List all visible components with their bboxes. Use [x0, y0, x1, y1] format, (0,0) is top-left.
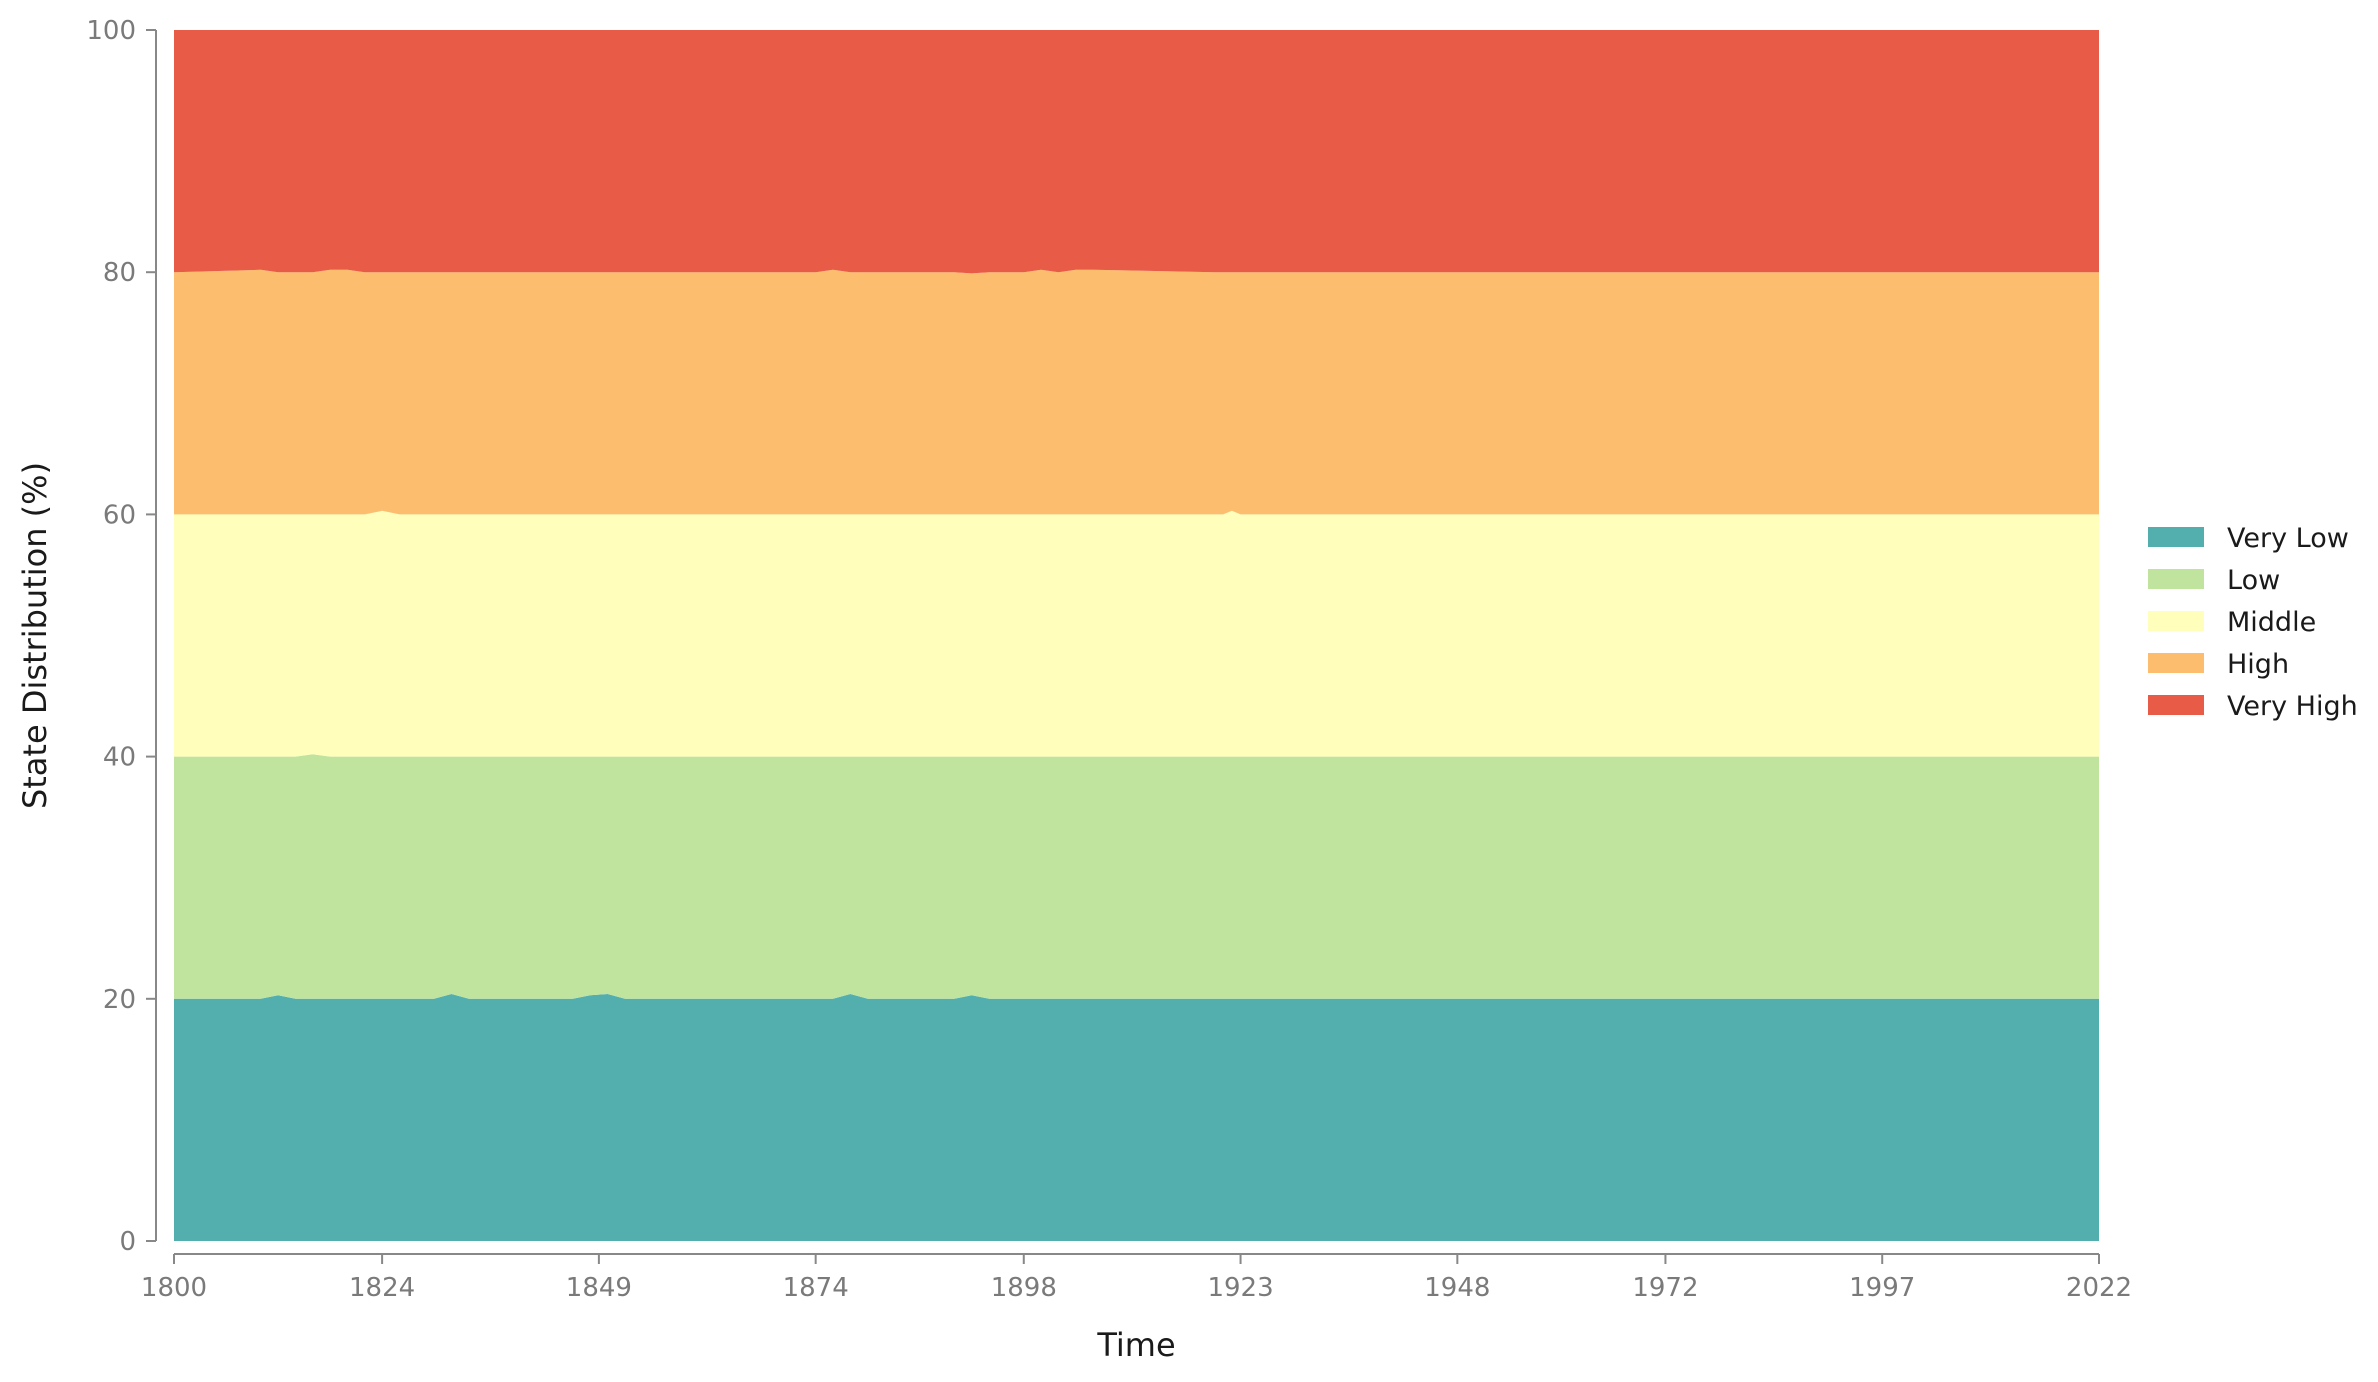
legend-swatch	[2148, 695, 2204, 715]
x-tick-label: 1948	[1424, 1273, 1490, 1303]
y-tick-label: 20	[103, 985, 136, 1015]
x-tick-label: 1898	[991, 1273, 1057, 1303]
x-tick-label: 1972	[1632, 1273, 1698, 1303]
legend-label: High	[2227, 649, 2289, 680]
x-ticks: 1800 1824 1849 1874 1898 1923 1948 1972 1997 2022	[141, 1254, 2132, 1303]
area-high	[174, 269, 2099, 515]
x-tick-label: 1997	[1849, 1273, 1915, 1303]
legend-label: Very Low	[2227, 523, 2349, 554]
area-very-high	[174, 30, 2099, 274]
x-tick-label: 1923	[1207, 1273, 1273, 1303]
x-axis-title: Time	[1096, 1326, 1175, 1364]
axes: 0 20 40 60 80 100 1800 1824 1849 1874 1898 1923 194…	[86, 16, 2132, 1303]
area-middle	[174, 510, 2099, 757]
x-tick-label: 1849	[566, 1273, 632, 1303]
area-low	[174, 754, 2099, 999]
legend-swatch	[2148, 527, 2204, 547]
y-tick-label: 60	[103, 500, 136, 530]
x-tick-label: 1874	[783, 1273, 849, 1303]
legend-swatch	[2148, 653, 2204, 673]
y-ticks: 0 20 40 60 80 100	[86, 16, 156, 1257]
legend-label: Low	[2227, 565, 2280, 596]
y-tick-label: 80	[103, 258, 136, 288]
y-axis-title: State Distribution (%)	[16, 462, 54, 809]
area-layers	[174, 30, 2099, 1241]
legend-label: Very High	[2227, 691, 2358, 722]
legend-label: Middle	[2227, 607, 2316, 638]
y-tick-label: 40	[103, 743, 136, 773]
x-tick-label: 1800	[141, 1273, 207, 1303]
legend-swatch	[2148, 611, 2204, 631]
y-tick-label: 100	[86, 16, 136, 46]
area-very-low	[174, 994, 2099, 1241]
y-tick-label: 0	[119, 1227, 136, 1257]
x-tick-label: 1824	[349, 1273, 415, 1303]
legend-swatch	[2148, 569, 2204, 589]
legend: Very Low Low Middle High Very High	[2148, 523, 2358, 722]
x-tick-label: 2022	[2066, 1273, 2132, 1303]
